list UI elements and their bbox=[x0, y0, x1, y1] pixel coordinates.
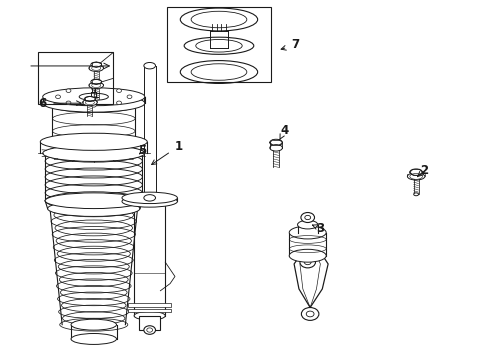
Ellipse shape bbox=[89, 82, 103, 89]
Ellipse shape bbox=[91, 79, 102, 84]
Circle shape bbox=[304, 260, 310, 265]
Ellipse shape bbox=[269, 145, 282, 151]
Circle shape bbox=[56, 95, 61, 99]
Ellipse shape bbox=[297, 220, 317, 229]
Ellipse shape bbox=[288, 249, 325, 262]
Text: 6: 6 bbox=[39, 97, 81, 110]
Circle shape bbox=[116, 89, 121, 93]
Ellipse shape bbox=[407, 173, 424, 180]
Ellipse shape bbox=[82, 99, 97, 106]
Ellipse shape bbox=[47, 201, 140, 216]
Circle shape bbox=[91, 104, 96, 107]
Ellipse shape bbox=[79, 93, 108, 100]
Text: 5: 5 bbox=[138, 144, 146, 157]
Ellipse shape bbox=[413, 193, 418, 196]
Ellipse shape bbox=[122, 196, 177, 207]
Circle shape bbox=[299, 256, 315, 268]
Ellipse shape bbox=[288, 226, 325, 239]
Circle shape bbox=[66, 89, 71, 93]
Ellipse shape bbox=[91, 62, 102, 67]
Circle shape bbox=[305, 311, 313, 317]
Ellipse shape bbox=[143, 63, 155, 69]
Text: 4: 4 bbox=[279, 124, 288, 140]
Ellipse shape bbox=[52, 95, 135, 111]
Ellipse shape bbox=[40, 133, 147, 150]
Ellipse shape bbox=[71, 319, 116, 330]
Ellipse shape bbox=[42, 94, 144, 112]
Circle shape bbox=[91, 86, 96, 90]
Ellipse shape bbox=[52, 134, 135, 150]
Ellipse shape bbox=[269, 139, 282, 146]
Circle shape bbox=[300, 212, 314, 222]
Bar bbox=[166, 7, 271, 82]
Circle shape bbox=[116, 101, 121, 105]
Text: 1: 1 bbox=[151, 140, 183, 165]
Bar bbox=[128, 309, 171, 312]
Circle shape bbox=[127, 95, 132, 99]
Ellipse shape bbox=[122, 192, 177, 203]
Ellipse shape bbox=[134, 311, 165, 320]
Bar bbox=[38, 53, 113, 104]
Circle shape bbox=[304, 215, 310, 220]
Ellipse shape bbox=[84, 96, 95, 102]
Ellipse shape bbox=[71, 333, 116, 345]
Ellipse shape bbox=[143, 195, 155, 201]
Ellipse shape bbox=[42, 145, 144, 161]
Ellipse shape bbox=[42, 88, 144, 106]
Text: 2: 2 bbox=[417, 164, 427, 177]
Text: 7: 7 bbox=[281, 39, 299, 51]
Ellipse shape bbox=[89, 65, 103, 71]
Ellipse shape bbox=[134, 197, 165, 206]
Bar bbox=[139, 316, 160, 330]
Circle shape bbox=[146, 328, 152, 332]
Circle shape bbox=[143, 326, 155, 334]
Ellipse shape bbox=[45, 193, 142, 208]
Circle shape bbox=[301, 307, 318, 320]
Bar bbox=[128, 303, 171, 307]
Circle shape bbox=[66, 101, 71, 105]
Ellipse shape bbox=[409, 169, 422, 175]
Text: 3: 3 bbox=[312, 222, 323, 235]
